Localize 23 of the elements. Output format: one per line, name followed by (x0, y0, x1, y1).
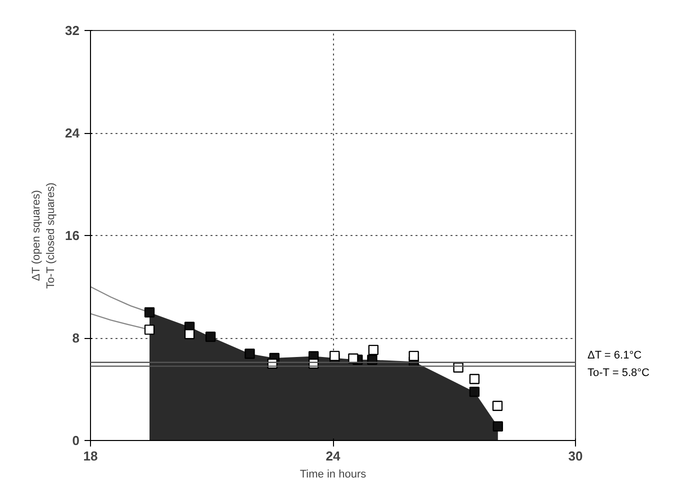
y-axis-title: ΔT (open squares) To-T (closed squares) (30, 182, 58, 289)
y-tick-label: 32 (65, 23, 80, 38)
point (144, 324, 155, 335)
point (184, 329, 195, 340)
point (469, 386, 480, 397)
x-tick-label: 24 (326, 448, 341, 464)
point (469, 374, 480, 384)
point (492, 421, 503, 432)
x-axis-title: Time in hours (300, 468, 367, 480)
y-tick-label: 16 (65, 228, 80, 243)
point (205, 332, 216, 342)
ref-line-label: ΔT = 6.1°C (588, 349, 642, 362)
point (368, 344, 379, 356)
y-tick-label: 8 (72, 330, 80, 346)
x-tick-label: 18 (83, 448, 98, 464)
x-tick-label: 30 (568, 448, 583, 464)
point (408, 350, 419, 362)
ref-line-label: To-T = 5.8°C (588, 367, 650, 380)
y-tick-label: 24 (65, 126, 80, 140)
point (144, 307, 155, 318)
point (492, 400, 503, 412)
y-tick-label: 0 (72, 433, 80, 448)
point (244, 348, 255, 359)
